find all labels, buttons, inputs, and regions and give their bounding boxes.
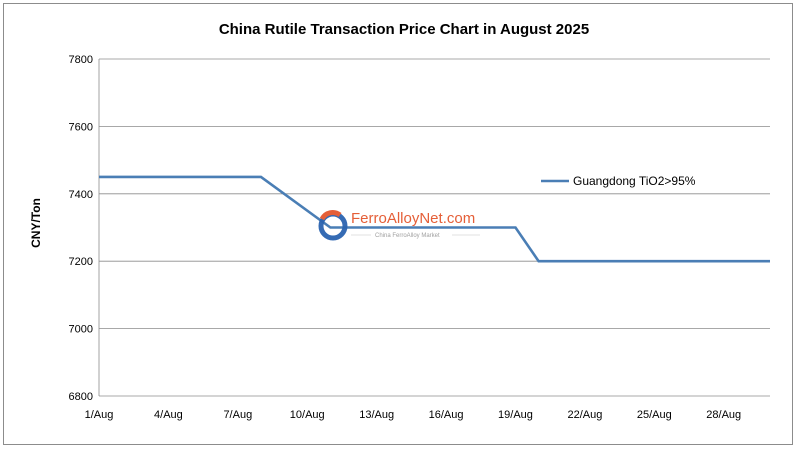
series-layer — [99, 175, 770, 263]
y-tick-label: 7800 — [69, 54, 93, 66]
x-tick-label: 10/Aug — [290, 409, 325, 421]
y-axis-label: CNY/Ton — [29, 198, 43, 248]
watermark-logo: FerroAlloyNet.com China FerroAlloy Marke… — [318, 210, 480, 241]
x-tick-label: 16/Aug — [429, 409, 464, 421]
chart-frame: China Rutile Transaction Price Chart in … — [3, 3, 793, 445]
x-tick-label: 19/Aug — [498, 409, 533, 421]
x-tick-label: 28/Aug — [706, 409, 741, 421]
x-tick-label: 4/Aug — [154, 409, 183, 421]
legend-label: Guangdong TiO2>95% — [573, 174, 696, 188]
line-chart: China Rutile Transaction Price Chart in … — [29, 21, 770, 421]
x-axis-ticks: 1/Aug 4/Aug 7/Aug 10/Aug 13/Aug 16/Aug 19/Aug 2… — [85, 409, 742, 421]
y-tick-label: 7600 — [69, 121, 93, 133]
gridlines — [99, 58, 770, 330]
watermark-brand: FerroAlloyNet.com — [351, 210, 475, 227]
watermark-tagline: China FerroAlloy Market — [375, 233, 440, 239]
legend: Guangdong TiO2>95% — [541, 174, 696, 188]
y-tick-label: 6800 — [69, 391, 93, 403]
y-tick-label: 7400 — [69, 189, 93, 201]
plot-area — [98, 59, 770, 397]
chart-title: China Rutile Transaction Price Chart in … — [219, 21, 589, 38]
x-tick-label: 22/Aug — [567, 409, 602, 421]
y-tick-label: 7200 — [69, 256, 93, 268]
series-line — [99, 175, 770, 263]
x-tick-label: 7/Aug — [223, 409, 252, 421]
x-tick-label: 1/Aug — [85, 409, 114, 421]
logo-arc-icon — [319, 210, 342, 221]
x-tick-label: 25/Aug — [637, 409, 672, 421]
x-tick-label: 13/Aug — [359, 409, 394, 421]
y-tick-label: 7000 — [69, 324, 93, 336]
y-axis-ticks: 6800 7000 7200 7400 7600 7800 — [69, 54, 93, 403]
